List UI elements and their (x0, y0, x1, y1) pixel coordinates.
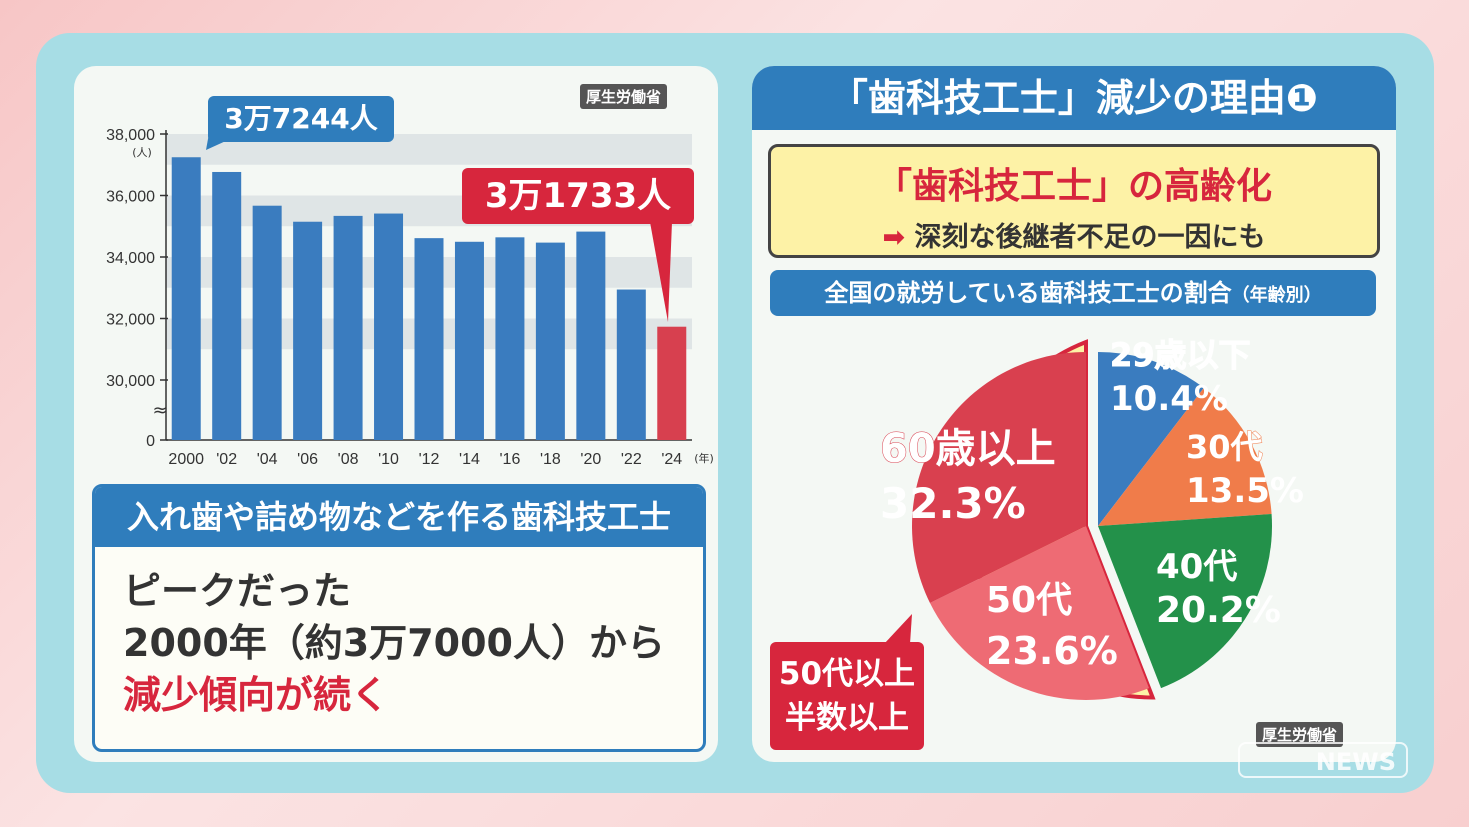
pie-heading-text: 全国の就労している歯科技工士の割合 (824, 279, 1232, 307)
x-tick-label: '12 (419, 451, 440, 468)
y-tick-label: 38,000 (106, 127, 155, 144)
info-line-3: 減少傾向が続く (123, 673, 390, 717)
bar-14 (454, 241, 484, 440)
note-line-2: 半数以上 (785, 700, 909, 736)
x-tick-label: '20 (580, 451, 601, 468)
bar-04 (252, 205, 282, 440)
highlight-subtitle: ➡ 深刻な後継者不足の一因にも (771, 215, 1377, 254)
x-tick-label: '14 (459, 451, 480, 468)
latest-callout: 3万1733人 (462, 168, 694, 224)
pie-slice-1 (1098, 387, 1272, 526)
info-body: ピークだった 2000年（約3万7000人）から 減少傾向が続く (95, 547, 703, 739)
info-heading: 入れ歯や詰め物などを作る歯科技工士 (95, 487, 703, 547)
bar-02 (212, 171, 242, 440)
bar-06 (293, 221, 323, 440)
pie-slice-3 (929, 526, 1150, 700)
pie-value-2: 20.2% (1156, 590, 1281, 631)
x-tick-label: '22 (621, 451, 642, 468)
note-pointer (884, 614, 912, 644)
bar-10 (374, 213, 404, 440)
x-tick-label: '06 (297, 451, 318, 468)
x-tick-label: '18 (540, 451, 561, 468)
peak-callout: 3万7244人 (208, 96, 394, 142)
bar-2000 (171, 157, 201, 440)
bar-24 (657, 326, 687, 440)
y-tick-label: 34,000 (106, 250, 155, 267)
right-title: 「歯科技工士」減少の理由❶ (752, 66, 1396, 130)
x-tick-label: '16 (499, 451, 520, 468)
info-line-2: 2000年（約3万7000人）から (123, 621, 665, 665)
highlight-subtitle-text: 深刻な後継者不足の一因にも (914, 222, 1266, 253)
note-box: 50代以上 半数以上 (770, 642, 924, 750)
axis-break-mark: ≈ (152, 400, 167, 421)
pie-slice-0 (1098, 352, 1204, 526)
pie-slice-2 (1098, 513, 1272, 689)
y-tick-label: 36,000 (106, 189, 155, 206)
y-tick-label: 0 (146, 433, 155, 450)
bar-16 (495, 237, 525, 440)
highlight-title: 「歯科技工士」の高齢化 (875, 166, 1272, 207)
arrow-right-icon: ➡ (882, 222, 906, 253)
pie-label-0: 29歳以下 (1110, 336, 1251, 374)
x-tick-label: '10 (378, 451, 399, 468)
x-tick-label: 2000 (168, 451, 204, 468)
pie-label-4: 60歳以上 (880, 426, 1056, 472)
bar-20 (576, 231, 606, 440)
pie-label-2: 40代 (1156, 547, 1237, 587)
x-tick-label: '04 (257, 451, 278, 468)
x-tick-label: '02 (216, 451, 237, 468)
pie-heading-suffix: （年齢別） (1231, 285, 1322, 306)
x-tick-label: '24 (661, 451, 682, 468)
y-tick-label: 32,000 (106, 312, 155, 329)
bar-22 (616, 289, 646, 440)
pie-heading: 全国の就労している歯科技工士の割合（年齢別） (770, 270, 1376, 316)
pie-value-3: 23.6% (986, 629, 1118, 673)
bar-08 (333, 215, 363, 440)
source-label-bar-chart: 厚生労働省 (580, 84, 668, 109)
bar-18 (535, 242, 565, 440)
y-tick-label: 30,000 (106, 373, 155, 390)
latest-callout-pointer (650, 222, 672, 322)
pie-slice-4 (911, 352, 1086, 604)
pie-label-1: 30代 (1186, 428, 1263, 466)
y-unit-label: (人) (132, 146, 152, 159)
info-line-1: ピークだった (123, 569, 352, 613)
pie-value-1: 13.5% (1186, 471, 1304, 511)
bar-12 (414, 238, 444, 440)
x-unit-label: (年) (694, 451, 714, 465)
news-watermark: NEWS (1238, 742, 1408, 778)
note-line-1: 50代以上 (778, 656, 916, 692)
info-box: 入れ歯や詰め物などを作る歯科技工士 ピークだった 2000年（約3万7000人）… (92, 484, 706, 752)
pie-label-3: 50代 (986, 580, 1072, 621)
highlight-box: 「歯科技工士」の高齢化 ➡ 深刻な後継者不足の一因にも (768, 144, 1380, 258)
x-tick-label: '08 (338, 451, 359, 468)
pie-value-0: 10.4% (1110, 379, 1228, 419)
pie-value-4: 32.3% (880, 479, 1026, 528)
